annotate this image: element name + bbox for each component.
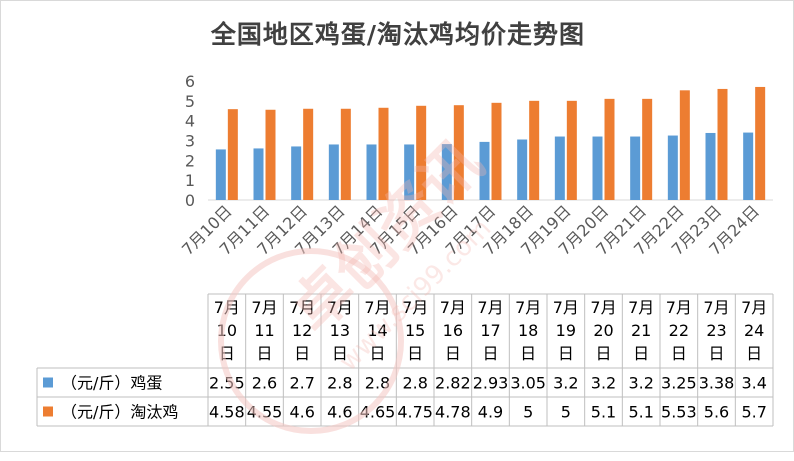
bar-hen-6: [416, 105, 427, 200]
table-value-cell: 5.7: [741, 403, 766, 422]
bar-hen-12: [642, 98, 653, 200]
table-value-cell: 4.75: [397, 403, 433, 422]
bar-egg-9: [517, 139, 528, 200]
table-value-cell: 2.8: [327, 374, 352, 393]
bar-hen-10: [566, 100, 577, 200]
table-header-cell: 7月 22 日: [666, 298, 692, 363]
bar-egg-10: [554, 136, 565, 200]
y-tick-label: 5: [185, 92, 195, 111]
chart-plot: 01234567月10日7月11日7月12日7月13日7月14日7月15日7月1…: [36, 72, 774, 427]
bar-hen-8: [491, 102, 502, 200]
bar-egg-3: [291, 146, 302, 200]
legend-key-egg: [43, 377, 53, 388]
bar-hen-14: [717, 88, 728, 200]
bar-egg-13: [667, 135, 678, 200]
table-value-cell: 3.38: [699, 374, 735, 393]
y-tick-label: 0: [185, 191, 195, 210]
table-value-cell: 2.6: [252, 374, 277, 393]
table-value-cell: 5.6: [704, 403, 729, 422]
bar-hen-2: [265, 109, 276, 200]
legend-label: （元/斤）鸡蛋: [61, 374, 162, 393]
table-value-cell: 3.4: [741, 374, 766, 393]
bar-hen-15: [755, 86, 766, 200]
table-value-cell: 5: [523, 403, 533, 422]
bar-hen-13: [679, 90, 690, 200]
legend-label: （元/斤）淘汰鸡: [61, 403, 178, 422]
bar-hen-1: [227, 109, 238, 200]
table-header-cell: 7月 12 日: [289, 298, 315, 363]
bar-egg-12: [630, 136, 641, 200]
table-value-cell: 3.2: [628, 374, 653, 393]
table-value-cell: 2.55: [209, 374, 245, 393]
y-tick-label: 3: [185, 132, 195, 151]
bar-egg-6: [404, 144, 415, 200]
table-value-cell: 5.53: [661, 403, 697, 422]
table-value-cell: 4.58: [209, 403, 245, 422]
bar-egg-15: [743, 132, 754, 200]
y-tick-label: 6: [185, 72, 195, 91]
table-value-cell: 4.65: [360, 403, 396, 422]
table-header-cell: 7月 16 日: [440, 298, 466, 363]
legend-key-hen: [43, 406, 53, 417]
table-value-cell: 5.1: [591, 403, 616, 422]
table-value-cell: 5.1: [628, 403, 653, 422]
table-header-cell: 7月 17 日: [477, 298, 503, 363]
table-value-cell: 4.78: [435, 403, 471, 422]
y-tick-label: 1: [185, 171, 195, 190]
bar-egg-8: [479, 141, 490, 200]
table-header-cell: 7月 23 日: [703, 298, 729, 363]
bar-hen-7: [453, 105, 464, 200]
bar-egg-4: [328, 144, 339, 200]
table-value-cell: 5: [561, 403, 571, 422]
bar-egg-7: [441, 144, 452, 200]
table-value-cell: 3.2: [553, 374, 578, 393]
table-value-cell: 4.6: [327, 403, 352, 422]
chart-title: 全国地区鸡蛋/淘汰鸡均价走势图: [210, 20, 586, 49]
table-header-cell: 7月 13 日: [327, 298, 353, 363]
table-header-cell: 7月 14 日: [364, 298, 390, 363]
bar-egg-14: [705, 132, 716, 200]
table-value-cell: 2.8: [365, 374, 390, 393]
table-header-cell: 7月 10 日: [214, 298, 240, 363]
table-header-cell: 7月 18 日: [515, 298, 541, 363]
bar-egg-2: [253, 148, 264, 200]
bar-egg-1: [215, 149, 226, 200]
table-header-cell: 7月 11 日: [251, 298, 277, 363]
table-header-cell: 7月 20 日: [590, 298, 616, 363]
bar-hen-9: [529, 100, 540, 200]
table-value-cell: 2.93: [473, 374, 509, 393]
bar-egg-11: [592, 136, 603, 200]
y-tick-label: 4: [185, 112, 195, 131]
bar-hen-3: [303, 108, 314, 200]
table-value-cell: 2.8: [402, 374, 427, 393]
y-tick-label: 2: [185, 151, 195, 170]
bar-hen-4: [340, 108, 351, 200]
table-value-cell: 4.9: [478, 403, 503, 422]
table-value-cell: 4.55: [247, 403, 283, 422]
bar-egg-5: [366, 144, 377, 200]
table-header-cell: 7月 15 日: [402, 298, 428, 363]
bar-hen-5: [378, 107, 389, 200]
table-value-cell: 2.7: [289, 374, 314, 393]
table-value-cell: 3.05: [510, 374, 546, 393]
table-header-cell: 7月 19 日: [553, 298, 579, 363]
table-header-cell: 7月 21 日: [628, 298, 654, 363]
table-value-cell: 2.82: [435, 374, 471, 393]
table-value-cell: 3.25: [661, 374, 697, 393]
table-value-cell: 3.2: [591, 374, 616, 393]
table-value-cell: 4.6: [289, 403, 314, 422]
bar-hen-11: [604, 98, 615, 200]
table-header-cell: 7月 24 日: [741, 298, 767, 363]
